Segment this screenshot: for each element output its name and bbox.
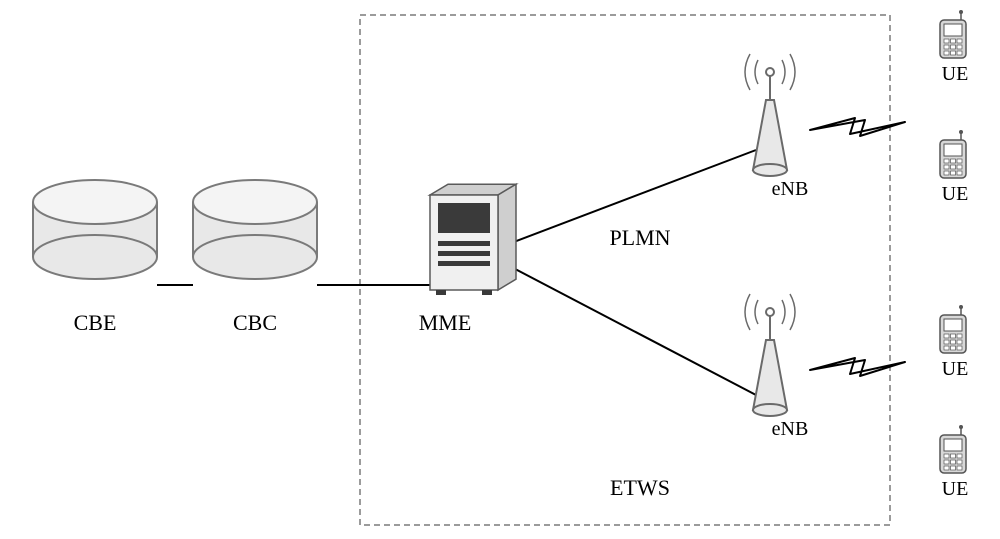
ue-3-icon [940,305,966,353]
ue-1-icon [940,10,966,58]
enb-2-label: eNB [772,418,809,440]
cbc-label: CBC [233,310,277,335]
ue-3-label: UE [942,358,969,380]
link-mme-enb2 [498,260,756,395]
enb-1-label: eNB [772,178,809,200]
etws-label: ETWS [610,475,670,500]
plmn-label: PLMN [609,225,670,250]
diagram-canvas: CBE CBC MME PLMN ETWS eNB eNB UE UE UE UE [0,0,1000,539]
mme-label: MME [419,310,472,335]
cbe-label: CBE [74,310,117,335]
ue-1-label: UE [942,63,969,85]
ue-2-icon [940,130,966,178]
ue-4-label: UE [942,478,969,500]
ue-2-label: UE [942,183,969,205]
cbe-cylinder-icon [33,180,157,279]
mme-server-icon [430,184,516,295]
enb-1-icon [745,54,795,176]
ue-4-icon [940,425,966,473]
enb-2-icon [745,294,795,416]
cbc-cylinder-icon [193,180,317,279]
